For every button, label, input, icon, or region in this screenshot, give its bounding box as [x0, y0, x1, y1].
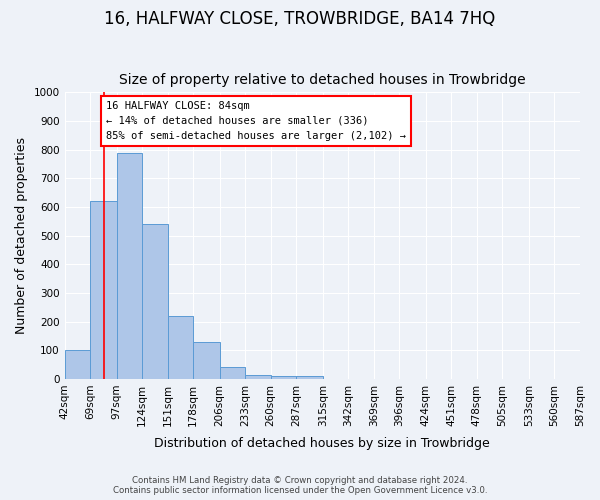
Bar [116, 152, 142, 379]
Y-axis label: Number of detached properties: Number of detached properties [15, 137, 28, 334]
Bar [65, 350, 90, 379]
Bar [167, 316, 193, 379]
Bar [296, 376, 323, 379]
Bar [271, 376, 296, 379]
Text: Contains HM Land Registry data © Crown copyright and database right 2024.
Contai: Contains HM Land Registry data © Crown c… [113, 476, 487, 495]
X-axis label: Distribution of detached houses by size in Trowbridge: Distribution of detached houses by size … [154, 437, 490, 450]
Text: 16, HALFWAY CLOSE, TROWBRIDGE, BA14 7HQ: 16, HALFWAY CLOSE, TROWBRIDGE, BA14 7HQ [104, 10, 496, 28]
Bar [142, 224, 167, 379]
Bar [245, 374, 271, 379]
Bar [220, 368, 245, 379]
Bar [193, 342, 220, 379]
Title: Size of property relative to detached houses in Trowbridge: Size of property relative to detached ho… [119, 73, 526, 87]
Bar [90, 201, 116, 379]
Text: 16 HALFWAY CLOSE: 84sqm
← 14% of detached houses are smaller (336)
85% of semi-d: 16 HALFWAY CLOSE: 84sqm ← 14% of detache… [106, 101, 406, 140]
